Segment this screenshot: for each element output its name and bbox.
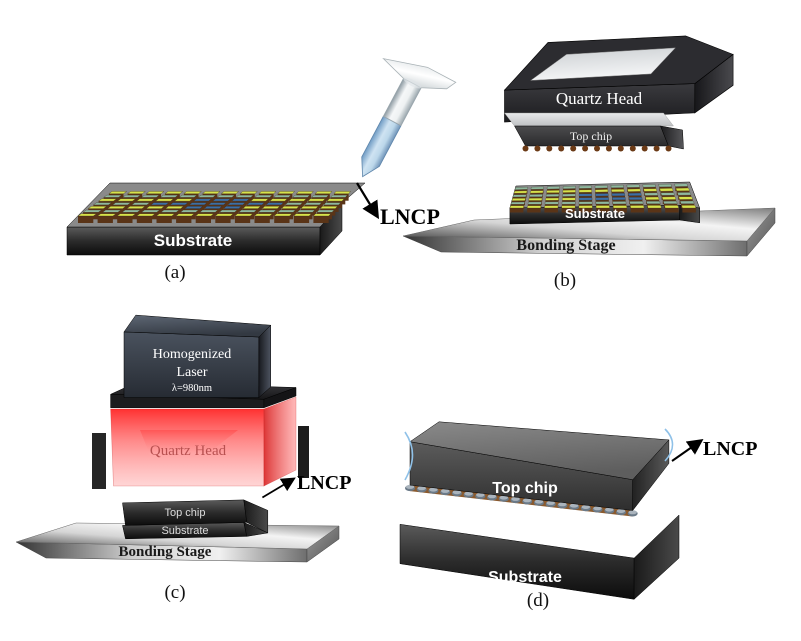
svg-text:LNCP: LNCP xyxy=(703,438,757,460)
svg-text:LNCP: LNCP xyxy=(297,472,351,494)
svg-text:Substrate: Substrate xyxy=(565,206,625,221)
svg-text:Bonding Stage: Bonding Stage xyxy=(516,237,615,254)
svg-text:Substrate: Substrate xyxy=(154,231,232,250)
svg-text:Homogenized: Homogenized xyxy=(153,347,232,362)
svg-text:Laser: Laser xyxy=(176,365,207,380)
svg-text:Substrate: Substrate xyxy=(488,569,562,586)
svg-text:Top chip: Top chip xyxy=(492,480,558,497)
svg-text:Top chip: Top chip xyxy=(570,129,612,143)
svg-text:Quartz Head: Quartz Head xyxy=(556,89,643,108)
svg-text:Top chip: Top chip xyxy=(165,507,206,519)
svg-text:Quartz Head: Quartz Head xyxy=(150,443,227,459)
svg-text:Substrate: Substrate xyxy=(161,525,208,537)
svg-text:λ=980nm: λ=980nm xyxy=(172,383,212,394)
svg-text:Bonding Stage: Bonding Stage xyxy=(119,544,212,560)
